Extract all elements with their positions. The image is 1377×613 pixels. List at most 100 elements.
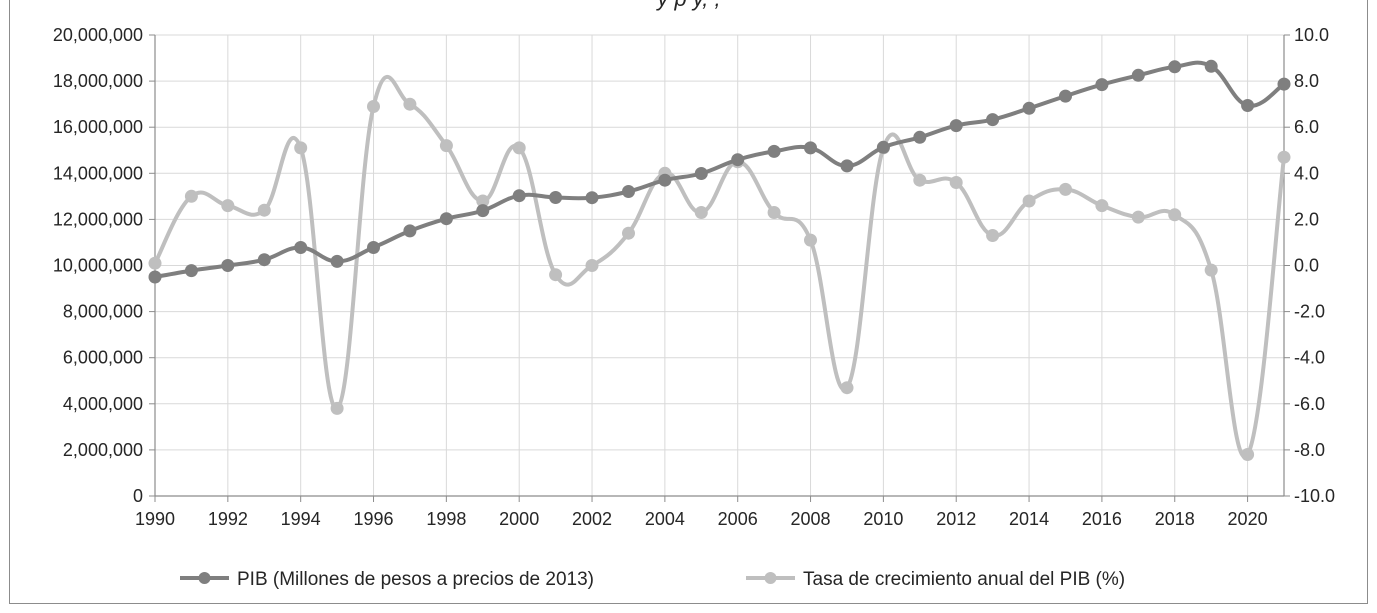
- data-point: [1131, 210, 1145, 224]
- data-point: [1095, 199, 1109, 213]
- legend-item-pib: PIB (Millones de pesos a precios de 2013…: [180, 569, 594, 590]
- y-right-tick-label: -8.0: [1294, 440, 1325, 460]
- data-point: [221, 259, 235, 272]
- data-point: [658, 173, 672, 187]
- data-point: [876, 140, 890, 154]
- data-point: [330, 254, 344, 268]
- y-left-tick-label: 10,000,000: [53, 256, 143, 276]
- data-point: [949, 176, 963, 189]
- data-point: [184, 264, 198, 278]
- data-point: [840, 159, 854, 173]
- data-point: [367, 241, 380, 254]
- data-point: [512, 141, 526, 155]
- data-point: [439, 139, 453, 153]
- y-right-tick-label: 2.0: [1294, 209, 1319, 229]
- data-point: [476, 194, 490, 208]
- data-point: [549, 191, 563, 204]
- data-point: [294, 241, 308, 254]
- x-tick-label: 2014: [1009, 509, 1049, 529]
- data-point: [184, 189, 198, 203]
- data-point: [767, 206, 781, 219]
- data-point: [585, 259, 599, 272]
- x-tick-label: 2012: [936, 509, 976, 529]
- data-point: [549, 268, 563, 282]
- series-pib: [148, 59, 1291, 284]
- legend-label: PIB (Millones de pesos a precios de 2013…: [237, 569, 594, 590]
- data-point: [622, 185, 635, 198]
- legend-swatch-marker: [764, 572, 777, 584]
- x-tick-label: 1994: [281, 509, 321, 529]
- x-tick-label: 2006: [718, 509, 758, 529]
- y-right-tick-label: 10.0: [1294, 25, 1329, 45]
- series-line: [153, 60, 1286, 279]
- data-point: [403, 224, 417, 238]
- y-right-tick-label: -4.0: [1294, 348, 1325, 368]
- data-point: [403, 97, 417, 111]
- data-point: [1241, 99, 1255, 112]
- y-right-tick-label: -10.0: [1294, 486, 1335, 506]
- x-tick-label: 1990: [135, 509, 175, 529]
- x-tick-label: 2002: [572, 509, 612, 529]
- y-right-tick-label: 0.0: [1294, 256, 1319, 276]
- y-left-tick-label: 18,000,000: [53, 71, 143, 91]
- y-right-tick-label: 4.0: [1294, 163, 1319, 183]
- y-left-tick-label: 20,000,000: [53, 25, 143, 45]
- data-point: [804, 233, 817, 247]
- y-left-tick-label: 2,000,000: [63, 440, 143, 460]
- x-tick-label: 2008: [791, 509, 831, 529]
- data-point: [512, 189, 526, 203]
- chart-frame: y p y, , 0 2,000,000 4,000,000 6,000,000 8,0…: [9, 0, 1368, 604]
- data-point: [1204, 59, 1218, 73]
- data-point: [330, 401, 344, 415]
- x-tick-label: 1998: [426, 509, 466, 529]
- y-left-tick-label: 4,000,000: [63, 394, 143, 414]
- legend-label: Tasa de crecimiento anual del PIB (%): [803, 569, 1125, 590]
- x-tick-label: 2020: [1228, 509, 1268, 529]
- data-point: [1022, 194, 1036, 208]
- data-point: [1095, 78, 1109, 92]
- data-point: [694, 206, 708, 219]
- data-point: [694, 167, 708, 180]
- data-point: [767, 144, 781, 158]
- data-point: [257, 253, 271, 267]
- data-point: [1204, 263, 1218, 277]
- series-tasa: [148, 75, 1291, 461]
- data-point: [949, 119, 963, 133]
- x-tick-label: 1996: [353, 509, 393, 529]
- legend-item-tasa: Tasa de crecimiento anual del PIB (%): [746, 569, 1125, 590]
- series-line: [153, 75, 1286, 459]
- data-point: [585, 191, 599, 205]
- data-point: [257, 203, 271, 217]
- y-right-tick-label: -6.0: [1294, 394, 1325, 414]
- data-point: [622, 226, 635, 240]
- x-tick-label: 1992: [208, 509, 248, 529]
- y-left-tick-label: 14,000,000: [53, 163, 143, 183]
- data-point: [1022, 101, 1036, 115]
- data-point: [148, 270, 162, 284]
- data-point: [1059, 182, 1072, 196]
- y-left-tick-label: 0: [133, 486, 143, 506]
- data-point: [476, 204, 490, 218]
- data-point: [294, 141, 308, 155]
- data-point: [1277, 150, 1291, 164]
- data-point: [1241, 448, 1255, 461]
- y-left-tick-label: 8,000,000: [63, 302, 143, 322]
- y-right-tick-label: 6.0: [1294, 117, 1319, 137]
- x-tick-label: 2000: [499, 509, 539, 529]
- data-point: [1168, 60, 1182, 74]
- data-point: [986, 229, 1000, 242]
- data-point: [804, 141, 817, 155]
- line-chart: y p y, , 0 2,000,000 4,000,000 6,000,000 8,0…: [53, 0, 1335, 590]
- data-point: [1059, 89, 1072, 103]
- y-right-tick-label: 8.0: [1294, 71, 1319, 91]
- x-tick-label: 2016: [1082, 509, 1122, 529]
- data-point: [221, 199, 235, 213]
- data-point: [913, 130, 927, 144]
- x-tick-label: 2004: [645, 509, 685, 529]
- data-point: [439, 212, 453, 226]
- data-point: [913, 173, 927, 187]
- data-point: [840, 381, 854, 395]
- y-left-tick-label: 12,000,000: [53, 209, 143, 229]
- x-tick-label: 2010: [863, 509, 903, 529]
- data-point: [1131, 68, 1145, 82]
